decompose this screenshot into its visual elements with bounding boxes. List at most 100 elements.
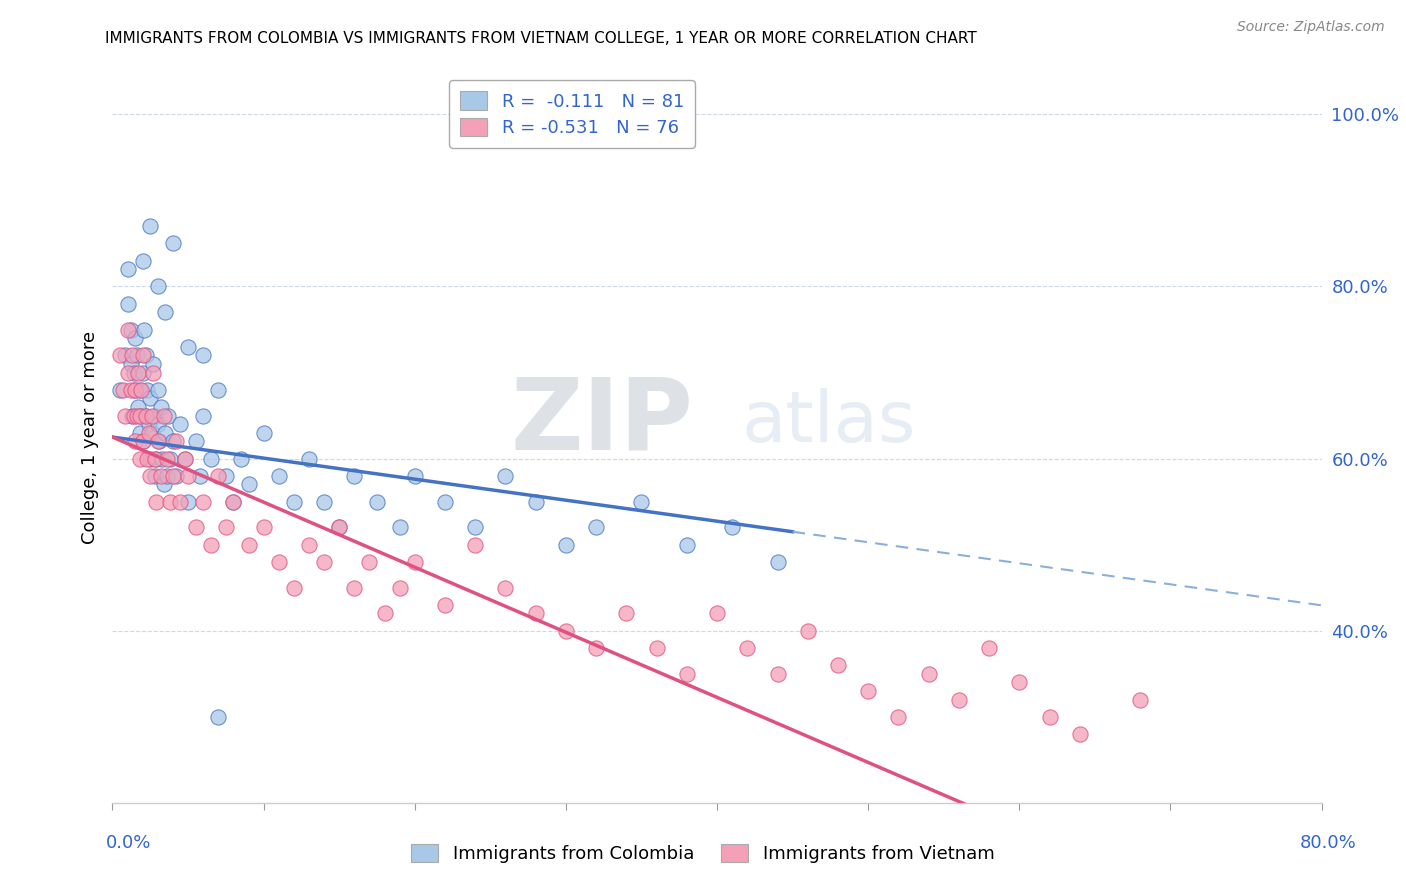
Point xyxy=(948,692,970,706)
Legend: R =  -0.111   N = 81, R = -0.531   N = 76: R = -0.111 N = 81, R = -0.531 N = 76 xyxy=(449,80,695,148)
Point xyxy=(177,494,200,508)
Point xyxy=(495,468,517,483)
Point xyxy=(464,520,486,534)
Point xyxy=(174,451,197,466)
Point xyxy=(132,434,155,449)
Point xyxy=(184,434,207,449)
Point xyxy=(314,494,336,508)
Point xyxy=(124,331,146,345)
Point xyxy=(124,383,146,397)
Point xyxy=(139,392,162,406)
Point xyxy=(128,425,150,440)
Point xyxy=(162,236,184,251)
Point xyxy=(132,434,155,449)
Text: 80.0%: 80.0% xyxy=(1301,834,1357,852)
Point xyxy=(267,555,290,569)
Y-axis label: College, 1 year or more: College, 1 year or more xyxy=(80,331,98,543)
Point xyxy=(328,520,350,534)
Point xyxy=(122,366,145,380)
Point xyxy=(359,555,381,569)
Point xyxy=(253,425,276,440)
Point xyxy=(136,383,159,397)
Point xyxy=(887,710,910,724)
Point xyxy=(153,477,176,491)
Point xyxy=(191,348,214,362)
Point xyxy=(283,581,305,595)
Point xyxy=(145,451,167,466)
Point xyxy=(737,640,759,655)
Point xyxy=(114,409,136,423)
Point xyxy=(524,494,547,508)
Point xyxy=(585,640,607,655)
Point xyxy=(215,520,238,534)
Point xyxy=(706,607,728,621)
Point xyxy=(159,451,181,466)
Point xyxy=(645,640,668,655)
Point xyxy=(630,494,652,508)
Point xyxy=(464,538,486,552)
Point xyxy=(146,279,169,293)
Point xyxy=(267,468,290,483)
Point xyxy=(134,322,156,336)
Point xyxy=(207,710,229,724)
Point xyxy=(177,340,200,354)
Point xyxy=(1038,710,1062,724)
Legend: Immigrants from Colombia, Immigrants from Vietnam: Immigrants from Colombia, Immigrants fro… xyxy=(401,833,1005,874)
Point xyxy=(141,425,163,440)
Point xyxy=(124,434,146,449)
Point xyxy=(343,468,366,483)
Point xyxy=(120,357,142,371)
Point xyxy=(524,607,547,621)
Point xyxy=(222,494,245,508)
Point xyxy=(129,409,152,423)
Point xyxy=(222,494,245,508)
Point xyxy=(616,607,638,621)
Point xyxy=(149,400,172,414)
Point xyxy=(328,520,350,534)
Point xyxy=(157,409,180,423)
Point xyxy=(132,253,155,268)
Point xyxy=(139,219,162,234)
Point xyxy=(114,348,136,362)
Point xyxy=(856,684,880,698)
Point xyxy=(314,555,336,569)
Point xyxy=(374,607,396,621)
Point xyxy=(108,348,131,362)
Point xyxy=(165,468,187,483)
Point xyxy=(162,468,184,483)
Point xyxy=(143,409,166,423)
Point xyxy=(142,357,165,371)
Point xyxy=(253,520,276,534)
Point xyxy=(343,581,366,595)
Point xyxy=(125,409,148,423)
Point xyxy=(404,468,426,483)
Text: atlas: atlas xyxy=(741,388,915,457)
Point xyxy=(128,451,150,466)
Point xyxy=(143,468,166,483)
Point xyxy=(125,348,148,362)
Point xyxy=(827,658,849,673)
Point xyxy=(238,538,260,552)
Point xyxy=(554,624,576,638)
Point xyxy=(207,468,229,483)
Point xyxy=(156,468,179,483)
Point xyxy=(207,383,229,397)
Point xyxy=(136,451,159,466)
Text: IMMIGRANTS FROM COLOMBIA VS IMMIGRANTS FROM VIETNAM COLLEGE, 1 YEAR OR MORE CORR: IMMIGRANTS FROM COLOMBIA VS IMMIGRANTS F… xyxy=(105,31,977,46)
Point xyxy=(121,348,143,362)
Point xyxy=(177,468,200,483)
Point xyxy=(138,417,160,432)
Point xyxy=(433,598,456,612)
Point xyxy=(404,555,426,569)
Point xyxy=(121,409,143,423)
Point xyxy=(129,383,152,397)
Point xyxy=(117,366,139,380)
Point xyxy=(127,366,149,380)
Point xyxy=(135,409,157,423)
Point xyxy=(721,520,744,534)
Point xyxy=(108,383,131,397)
Point xyxy=(138,425,160,440)
Point xyxy=(918,666,941,681)
Point xyxy=(1008,675,1031,690)
Point xyxy=(977,640,1000,655)
